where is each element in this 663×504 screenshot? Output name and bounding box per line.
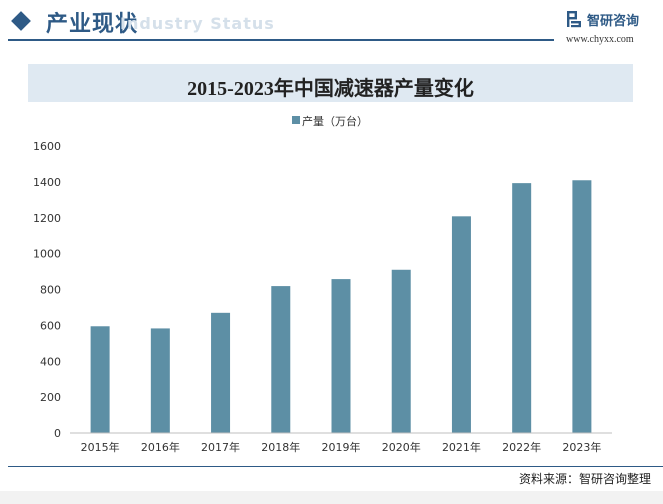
brand-logo-icon [567, 11, 581, 28]
source-rule [8, 466, 663, 467]
y-tick-label: 0 [54, 427, 61, 440]
x-tick-label: 2022年 [502, 440, 541, 454]
source-note: 资料来源：智研咨询整理 [518, 472, 651, 486]
x-tick-label: 2019年 [322, 440, 361, 454]
header: 产业现状 Industry Status 智研咨询 www.chyxx.com [0, 0, 663, 46]
y-tick-label: 800 [40, 284, 61, 297]
bar [271, 286, 291, 433]
x-tick-label: 2020年 [382, 440, 421, 454]
bar [572, 180, 592, 433]
y-tick-label: 400 [40, 355, 61, 368]
legend-label: 产量（万台） [302, 115, 368, 128]
bar [90, 326, 110, 433]
section-title-ghost: Industry Status [120, 14, 275, 33]
x-tick-label: 2021年 [442, 440, 481, 454]
bottom-bar [0, 491, 663, 504]
brand-url: www.chyxx.com [566, 34, 634, 45]
bar [331, 279, 351, 433]
y-tick-label: 1400 [33, 176, 61, 189]
x-tick-label: 2018年 [261, 440, 300, 454]
chart-title: 2015-2023年中国减速器产量变化 [187, 78, 474, 100]
bar [211, 312, 231, 433]
y-tick-label: 1000 [33, 248, 61, 261]
y-tick-label: 600 [40, 319, 61, 332]
y-tick-label: 1200 [33, 212, 61, 225]
x-tick-label: 2015年 [81, 440, 120, 454]
x-tick-label: 2017年 [201, 440, 240, 454]
header-rule [8, 39, 554, 41]
y-tick-label: 200 [40, 391, 61, 404]
x-tick-label: 2016年 [141, 440, 180, 454]
legend-swatch [292, 116, 300, 124]
bar-chart: 0 200 400 600 800 1000 1200 1400 1600 2015年 2016年 2… [33, 140, 612, 454]
brand-name: 智研咨询 [587, 14, 640, 29]
y-tick-label: 1600 [33, 140, 61, 153]
bar [451, 216, 471, 433]
bar [391, 269, 411, 433]
x-tick-label: 2023年 [562, 440, 601, 454]
diamond-icon [11, 11, 31, 31]
bar [512, 183, 532, 433]
section-title: 产业现状 [46, 12, 139, 37]
bar [150, 328, 170, 433]
chart-title-band: 2015-2023年中国减速器产量变化 [28, 64, 633, 102]
